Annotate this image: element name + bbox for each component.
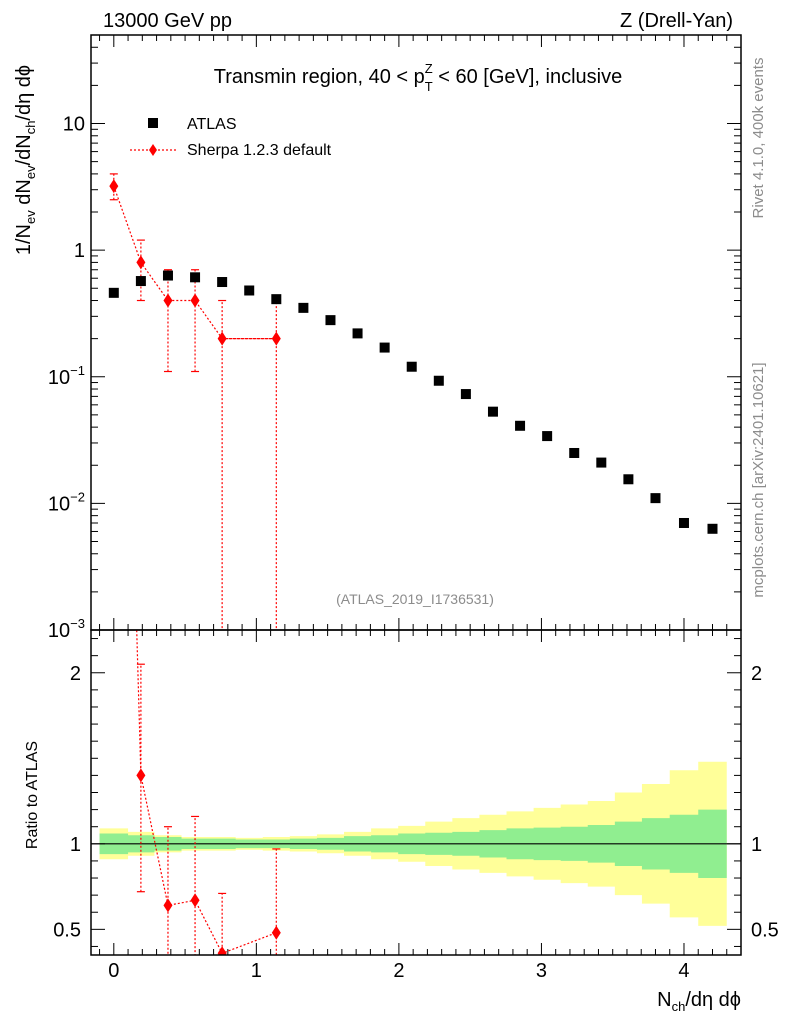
main-atlas-point [487, 406, 498, 417]
main-atlas-point [406, 361, 417, 372]
main-atlas-point [244, 285, 255, 296]
main-y-tick-label-base: 10 [48, 493, 70, 515]
ratio-x-tick-label: 4 [678, 960, 689, 982]
main-sherpa-point [271, 331, 281, 346]
title-pre: Transmin region, 40 < p [214, 66, 425, 88]
ratio-sherpa-point [217, 946, 227, 955]
ratio-sherpa-point [271, 925, 281, 940]
ratio-y-tick-label: 1 [70, 834, 81, 856]
main-atlas-point [162, 270, 173, 281]
legend-sherpa-marker [149, 144, 157, 156]
main-atlas-point [271, 294, 282, 305]
main-atlas-point [707, 523, 718, 534]
main-y-tick-label: 1 [74, 240, 85, 262]
main-atlas-point [678, 517, 689, 528]
legend-atlas-label: ATLAS [187, 116, 237, 133]
title-sup: Z [425, 61, 433, 76]
main-sherpa-series [109, 173, 281, 630]
main-atlas-series [108, 270, 718, 534]
ratio-sherpa-point [190, 893, 200, 908]
legend-atlas-marker [148, 118, 158, 128]
ratio-x-tick-label: 1 [251, 960, 262, 982]
main-y-tick-label: 10 [63, 114, 85, 136]
ratio-sherpa-point [163, 898, 173, 913]
main-y-tick-label-base: 10 [48, 620, 70, 642]
analysis-watermark: (ATLAS_2019_I1736531) [336, 591, 494, 607]
main-y-axis-label: 1/Nev dNev/dNch/dη dϕ [13, 65, 38, 255]
ratio-y-tick-label: 2 [70, 663, 81, 685]
main-atlas-point [325, 315, 336, 326]
main-atlas-point [596, 457, 607, 468]
chart-title: Transmin region, 40 < pTZ < 60 [GeV], in… [214, 61, 623, 94]
legend: ATLAS Sherpa 1.2.3 default [130, 116, 332, 159]
ratio-y-tick-label: 1 [751, 834, 762, 856]
main-atlas-point [515, 420, 526, 431]
main-y-tick-label: 10−1 [48, 363, 85, 389]
main-sherpa-point [190, 293, 200, 308]
main-y-tick-label-exp: −3 [70, 616, 85, 631]
main-atlas-point [379, 342, 390, 353]
ratio-x-tick-label: 3 [536, 960, 547, 982]
title-sub: T [425, 79, 433, 94]
main-y-tick-label-exp: −2 [70, 489, 85, 504]
main-atlas-point [135, 276, 146, 287]
main-y-tick-label-base: 10 [48, 367, 70, 389]
main-atlas-point [298, 302, 309, 313]
main-atlas-point [190, 272, 201, 283]
main-atlas-point [623, 474, 634, 485]
main-sherpa-point [109, 179, 119, 194]
main-y-tick-label: 10−2 [48, 489, 85, 515]
main-atlas-point [352, 328, 363, 339]
ratio-y-tick-label: 0.5 [53, 919, 81, 941]
ratio-y-tick-label: 2 [751, 663, 762, 685]
ratio-x-ticks: 0 1 2 3 4 [99, 630, 728, 982]
ratio-sherpa-series [136, 630, 281, 955]
legend-sherpa-label: Sherpa 1.2.3 default [187, 142, 332, 159]
ratio-sherpa-point [136, 768, 146, 783]
main-atlas-point [542, 431, 553, 442]
main-sherpa-point [136, 255, 146, 270]
ratio-y-tick-label: 0.5 [751, 919, 779, 941]
rivet-label: Rivet 4.1.0, 400k events [750, 58, 767, 219]
main-sherpa-point [217, 331, 227, 346]
main-atlas-point [650, 493, 661, 504]
main-x-ticks [99, 35, 728, 630]
main-atlas-point [460, 389, 471, 400]
process-label: Z (Drell-Yan) [620, 10, 733, 32]
x-axis-label: Nch/dη dϕ [657, 989, 741, 1014]
main-atlas-point [569, 447, 580, 458]
main-atlas-point [108, 287, 119, 298]
main-y-tick-label-exp: −1 [70, 363, 85, 378]
ratio-y-ticks: 0.5 0.5 1 1 2 2 [53, 638, 779, 947]
ratio-x-tick-label: 2 [393, 960, 404, 982]
ratio-panel: 0.5 0.5 1 1 2 2 0 1 2 3 4 Ratio to ATLAS Nch/dη d… [24, 629, 779, 1014]
ratio-y-axis-label: Ratio to ATLAS [24, 741, 41, 849]
main-sherpa-line [113, 185, 277, 340]
main-atlas-point [433, 375, 444, 386]
title-post: < 60 [GeV], inclusive [433, 66, 623, 88]
energy-label: 13000 GeV pp [103, 10, 232, 32]
ratio-x-tick-label: 0 [108, 960, 119, 982]
mcplots-label: mcplots.cern.ch [arXiv:2401.10621] [750, 362, 767, 597]
main-y-tick-label: 10−3 [48, 616, 85, 642]
main-atlas-point [217, 277, 228, 288]
main-sherpa-point [163, 293, 173, 308]
